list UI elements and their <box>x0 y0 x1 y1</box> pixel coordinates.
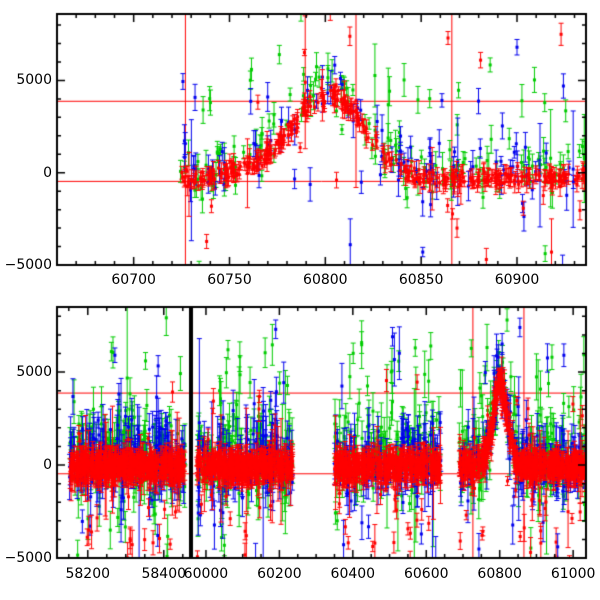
x-tick-label: 58200 <box>65 566 111 582</box>
x-tick-label: 60800 <box>477 566 522 582</box>
y-tick-label: −5000 <box>4 257 52 273</box>
x-tick-label: 58400 <box>141 566 187 582</box>
y-tick-label: 5000 <box>16 364 52 381</box>
x-tick-label: 60600 <box>403 566 449 582</box>
x-tick-label: 60750 <box>207 272 252 288</box>
x-tick-label: 60200 <box>257 566 302 582</box>
x-tick-label: 60850 <box>398 272 444 288</box>
y-tick-label: 5000 <box>16 72 52 89</box>
y-tick-label: −5000 <box>4 550 52 566</box>
x-tick-label: 60400 <box>330 566 376 582</box>
y-tick-label: 0 <box>43 457 52 474</box>
x-tick-label: 60000 <box>183 566 229 582</box>
x-tick-label: 60700 <box>111 272 156 288</box>
x-tick-label: 60800 <box>303 272 348 288</box>
x-tick-label: 60900 <box>494 272 540 288</box>
y-tick-label: 0 <box>43 164 52 181</box>
x-tick-label: 61000 <box>550 566 596 582</box>
